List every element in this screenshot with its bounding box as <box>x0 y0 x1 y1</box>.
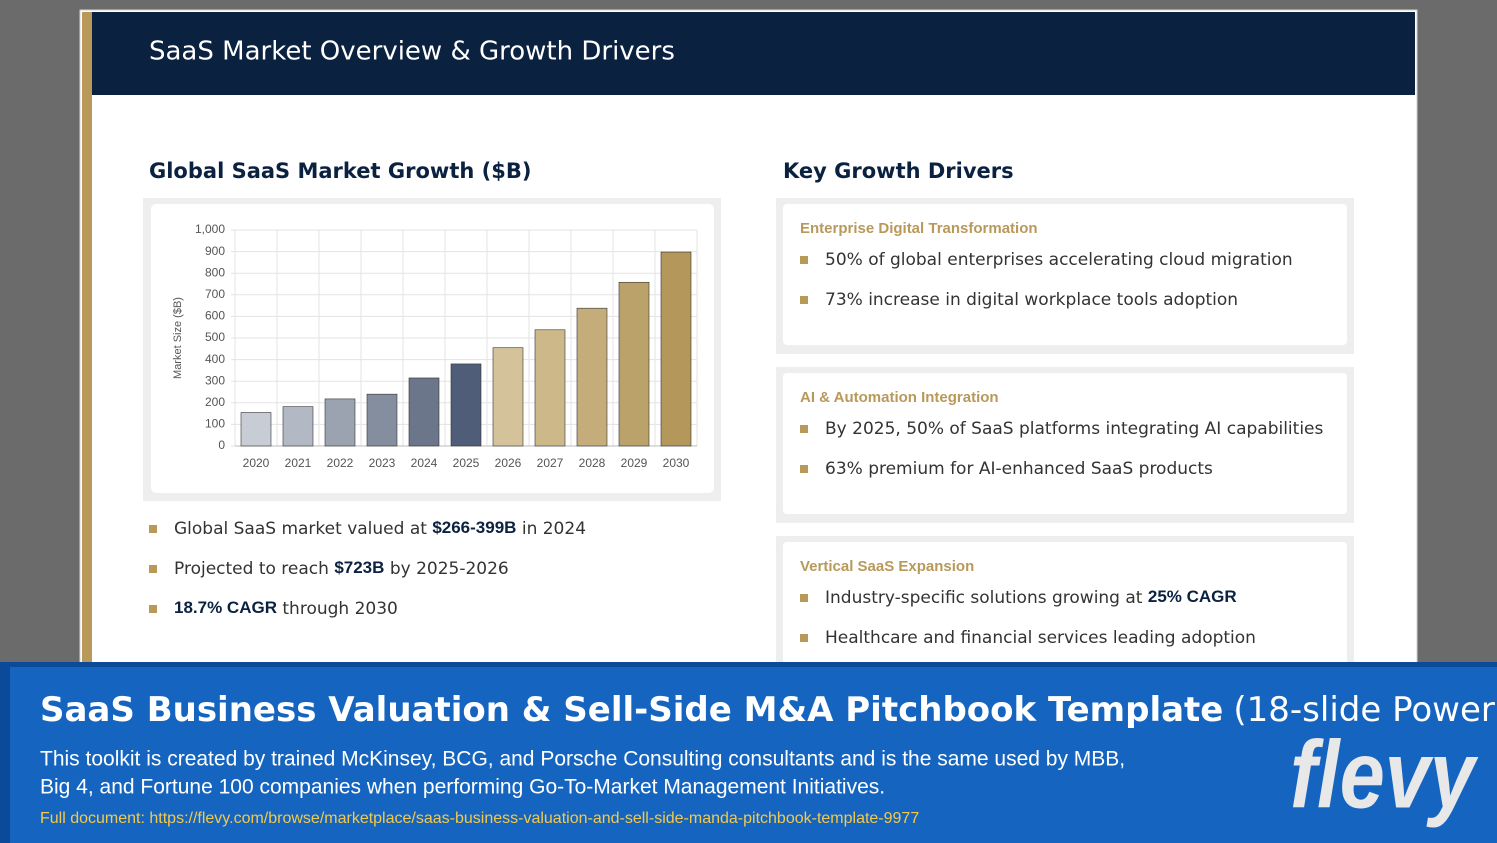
bar <box>492 347 524 447</box>
logo: flevy <box>1290 721 1479 828</box>
chart-title: Global SaaS Market Growth ($B) <box>149 159 531 183</box>
bullet-marker <box>149 565 157 573</box>
bullet-emphasis: 18.7% CAGR <box>174 598 277 617</box>
card-title: Enterprise Digital Transformation <box>800 220 1038 237</box>
card-title: Vertical SaaS Expansion <box>800 558 974 575</box>
y-tick-label: 500 <box>205 330 225 344</box>
y-tick-label: 800 <box>205 265 225 279</box>
y-tick-label: 0 <box>218 438 225 452</box>
banner-link[interactable]: Full document: https://flevy.com/browse/… <box>40 810 919 827</box>
y-axis-label: Market Size ($B) <box>172 297 184 379</box>
card <box>783 204 1347 345</box>
bullet-marker <box>149 525 157 533</box>
banner-description: This toolkit is created by trained McKin… <box>40 748 1125 771</box>
content: 0 100 200 300 400 500 600 700 800 900 1,000 2020 202… <box>149 198 1354 692</box>
x-tick-label: 2026 <box>495 456 522 470</box>
bullet-segment: in 2024 <box>516 519 586 539</box>
card <box>783 542 1347 683</box>
bullet-segment: through 2030 <box>277 599 398 619</box>
bullet-segment: By 2025, 50% of SaaS platforms integrati… <box>825 419 1323 439</box>
bullet-segment: by 2025-2026 <box>384 559 508 579</box>
y-tick-label: 200 <box>205 395 225 409</box>
banner-description: Big 4, and Fortune 100 companies when pe… <box>40 776 885 799</box>
bullet-marker <box>800 256 808 264</box>
bar <box>282 406 314 447</box>
y-tick-label: 400 <box>205 352 225 366</box>
bullet-emphasis: 25% CAGR <box>1148 587 1237 606</box>
bar <box>618 281 650 447</box>
bullet-marker <box>800 465 808 473</box>
bullet-text: Projected to reach $723B by 2025-2026 <box>174 558 509 579</box>
bullet-segment: 63% premium for AI-enhanced SaaS product… <box>825 459 1213 479</box>
x-tick-label: 2030 <box>663 456 690 470</box>
x-tick-label: 2028 <box>579 456 606 470</box>
bar <box>408 377 440 447</box>
y-tick-label: 700 <box>205 287 225 301</box>
x-tick-label: 2027 <box>537 456 564 470</box>
y-tick-label: 100 <box>205 417 225 431</box>
bullet-segment: 73% increase in digital workplace tools … <box>825 290 1238 310</box>
bullet-marker <box>800 594 808 602</box>
bullet-emphasis: $266-399B <box>432 518 516 537</box>
card-title: AI & Automation Integration <box>800 389 999 406</box>
bullet-text: 73% increase in digital workplace tools … <box>825 290 1238 310</box>
bar <box>534 329 566 447</box>
bullet-segment: Healthcare and financial services leadin… <box>825 628 1256 648</box>
bullet-segment: Projected to reach <box>174 559 334 579</box>
banner-edge <box>0 662 1497 667</box>
x-tick-label: 2025 <box>453 456 480 470</box>
bullet-text: Healthcare and financial services leadin… <box>825 628 1256 648</box>
accent-bar <box>82 12 92 712</box>
card <box>783 373 1347 514</box>
banner-title: SaaS Business Valuation & Sell-Side M&A … <box>40 690 1497 730</box>
y-tick-label: 600 <box>205 309 225 323</box>
bullet-marker <box>800 296 808 304</box>
x-tick-label: 2022 <box>327 456 354 470</box>
bullet-text: Industry-specific solutions growing at 2… <box>825 587 1237 608</box>
x-tick-label: 2020 <box>243 456 270 470</box>
bar <box>450 363 482 447</box>
banner-title-main: SaaS Business Valuation & Sell-Side M&A … <box>40 690 1223 730</box>
bar <box>324 398 356 447</box>
bullet-text: 50% of global enterprises accelerating c… <box>825 250 1293 270</box>
bullet-segment: Industry-specific solutions growing at <box>825 588 1148 608</box>
bullet-segment: 50% of global enterprises accelerating c… <box>825 250 1293 270</box>
bullet-text: 18.7% CAGR through 2030 <box>174 598 398 619</box>
bullet-marker <box>800 425 808 433</box>
y-tick-label: 900 <box>205 244 225 258</box>
bullet-text: 63% premium for AI-enhanced SaaS product… <box>825 459 1213 479</box>
bar <box>576 307 608 447</box>
bar <box>660 251 692 447</box>
y-tick-label: 1,000 <box>195 222 225 236</box>
bullet-marker <box>800 634 808 642</box>
banner-subtitle: (18-slide PowerPoint) <box>1233 690 1497 730</box>
bullet-segment: Global SaaS market valued at <box>174 519 432 539</box>
x-tick-label: 2029 <box>621 456 648 470</box>
bullet-text: By 2025, 50% of SaaS platforms integrati… <box>825 419 1323 439</box>
banner <box>0 662 1497 843</box>
header <box>92 12 1415 95</box>
y-tick-label: 300 <box>205 373 225 387</box>
slide-title: SaaS Market Overview & Growth Drivers <box>149 37 675 67</box>
section-title: Key Growth Drivers <box>783 159 1014 183</box>
bar <box>366 393 398 447</box>
bullet-marker <box>149 605 157 613</box>
x-tick-label: 2023 <box>369 456 396 470</box>
banner-edge <box>0 662 10 843</box>
bar <box>240 412 272 447</box>
bullet-emphasis: $723B <box>334 558 384 577</box>
x-tick-label: 2021 <box>285 456 312 470</box>
x-tick-label: 2024 <box>411 456 438 470</box>
bullet-text: Global SaaS market valued at $266-399B i… <box>174 518 586 539</box>
